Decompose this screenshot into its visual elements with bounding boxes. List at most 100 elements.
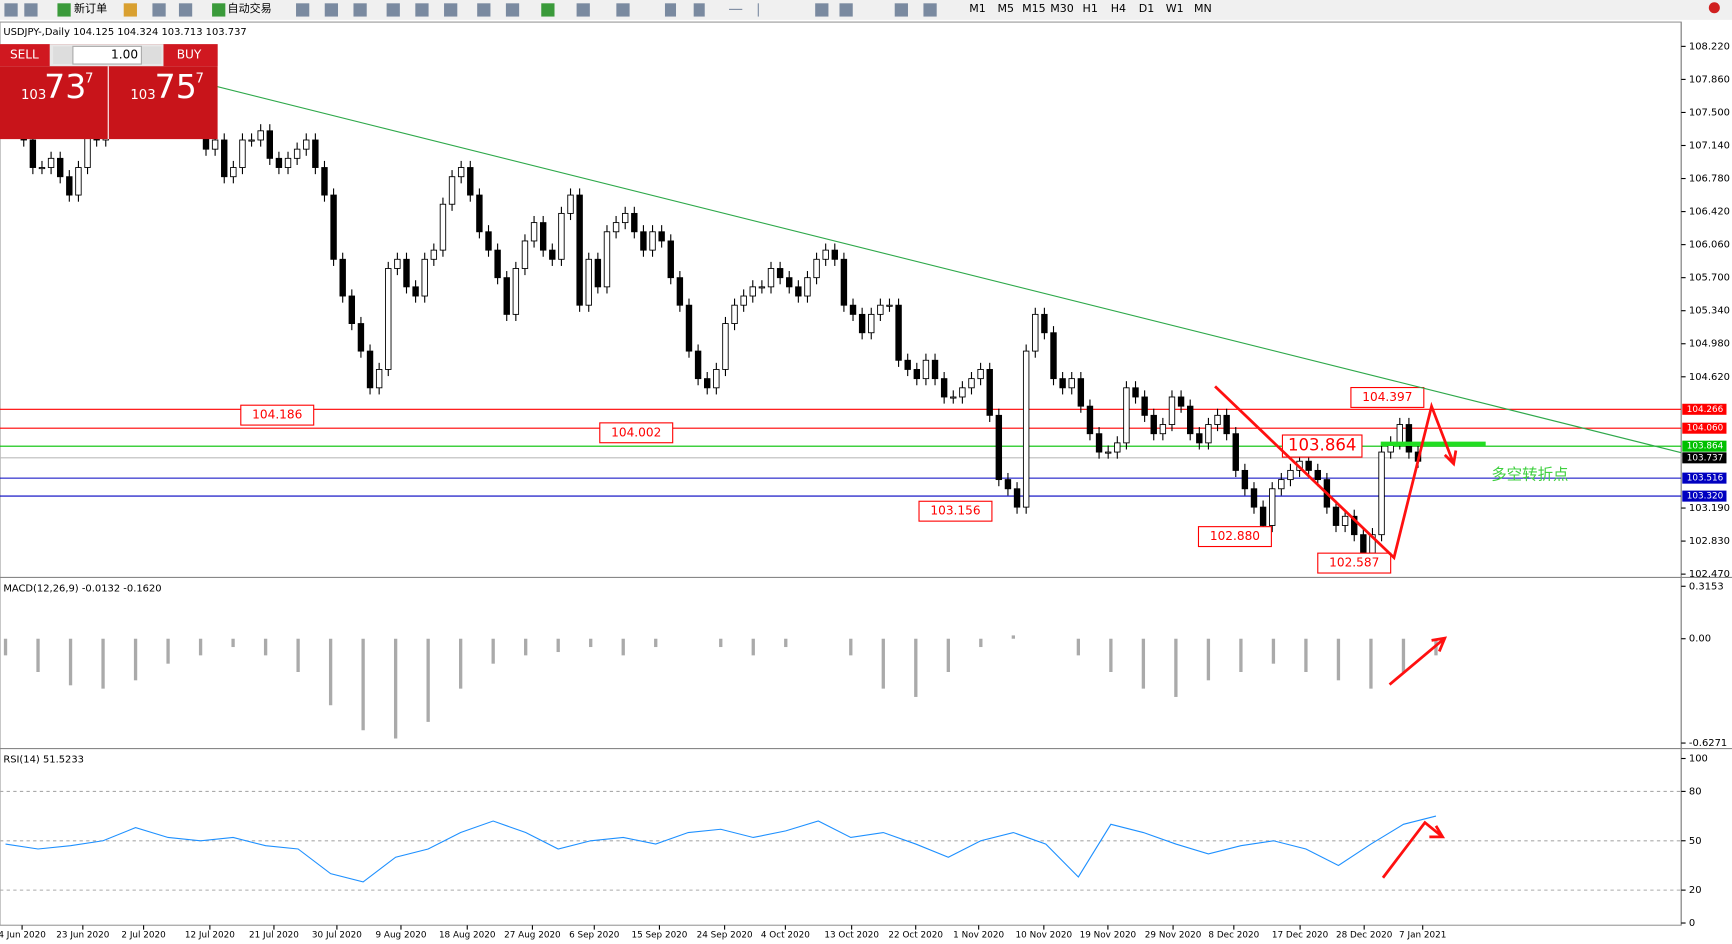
rsi-line bbox=[5, 815, 1437, 883]
annotation-box bbox=[918, 500, 993, 522]
candle bbox=[694, 350, 702, 380]
candle bbox=[1104, 451, 1112, 454]
candle bbox=[221, 139, 228, 178]
candle bbox=[1168, 396, 1176, 425]
candle bbox=[621, 212, 629, 224]
new-order[interactable]: 新订单 bbox=[74, 1, 107, 15]
candle bbox=[1050, 332, 1057, 380]
candle bbox=[731, 304, 738, 325]
candle bbox=[1059, 378, 1066, 389]
candle bbox=[211, 139, 219, 150]
candle bbox=[631, 212, 638, 233]
candle bbox=[594, 258, 602, 288]
y-tick-label: 0.3153 bbox=[1689, 581, 1724, 592]
x-tick-label: 17 Dec 2020 bbox=[1272, 931, 1329, 941]
annotation-box bbox=[1317, 552, 1392, 574]
candle bbox=[1205, 424, 1212, 444]
macd-title: MACD(12,26,9) -0.0132 -0.1620 bbox=[3, 583, 161, 594]
timeframe[interactable]: W1 bbox=[1166, 2, 1184, 15]
candle bbox=[421, 258, 428, 297]
trade-panel: SELL BUY 1.00 103 73 7 103 75 7 bbox=[0, 44, 218, 140]
candle bbox=[877, 304, 884, 315]
timeframe[interactable]: M15 bbox=[1022, 2, 1046, 15]
level-label: 103.737 bbox=[1687, 453, 1724, 463]
y-tick-label: 103.190 bbox=[1689, 503, 1730, 514]
candle bbox=[749, 286, 756, 297]
annotation: 102.880 bbox=[1210, 529, 1260, 543]
timeframe[interactable]: M30 bbox=[1050, 2, 1074, 15]
y-tick-label: 106.780 bbox=[1689, 174, 1730, 185]
candle bbox=[1305, 460, 1312, 471]
y-tick-label: 80 bbox=[1689, 786, 1702, 797]
y-tick-label: 108.220 bbox=[1689, 41, 1730, 52]
timeframe[interactable]: H4 bbox=[1111, 2, 1126, 15]
y-tick-label: 0.00 bbox=[1689, 634, 1711, 645]
candle bbox=[1086, 405, 1094, 435]
candle bbox=[385, 268, 392, 370]
x-tick-label: 6 Sep 2020 bbox=[569, 931, 620, 941]
x-tick-label: 4 Jun 2020 bbox=[0, 931, 46, 941]
timeframe[interactable]: M1 bbox=[969, 2, 986, 15]
y-tick-label: 104.620 bbox=[1689, 372, 1730, 383]
candle bbox=[485, 231, 492, 251]
candle bbox=[1186, 405, 1194, 435]
candle bbox=[685, 304, 693, 352]
candle bbox=[539, 222, 547, 251]
candle bbox=[439, 203, 447, 251]
candle bbox=[968, 378, 975, 389]
annotation-box bbox=[1197, 526, 1272, 548]
level-label: 103.320 bbox=[1687, 492, 1724, 502]
y-tick-label: 105.340 bbox=[1689, 306, 1730, 317]
sell-label[interactable]: SELL bbox=[10, 48, 39, 62]
candle bbox=[29, 139, 37, 168]
candle bbox=[1032, 313, 1039, 352]
candle bbox=[1150, 414, 1157, 435]
candle bbox=[795, 286, 802, 297]
candle bbox=[786, 277, 793, 288]
candle bbox=[1360, 534, 1367, 554]
candle bbox=[403, 258, 410, 288]
buy-button[interactable] bbox=[163, 44, 218, 67]
sell-button[interactable] bbox=[0, 44, 50, 67]
x-tick-label: 21 Jul 2020 bbox=[249, 931, 299, 941]
candle bbox=[1332, 506, 1340, 526]
candle bbox=[1013, 488, 1021, 508]
timeframe[interactable]: D1 bbox=[1139, 2, 1155, 15]
sell-price: 73 bbox=[44, 67, 86, 106]
candle bbox=[476, 194, 483, 233]
buy-price: 75 bbox=[155, 67, 197, 106]
timeframe[interactable]: M5 bbox=[997, 2, 1014, 15]
candle bbox=[849, 304, 857, 315]
level-label: 104.266 bbox=[1687, 405, 1724, 415]
candle bbox=[366, 350, 374, 389]
candle bbox=[1269, 488, 1276, 526]
y-tick-label: 106.420 bbox=[1689, 207, 1730, 218]
x-tick-label: 27 Aug 2020 bbox=[504, 931, 561, 941]
x-tick-label: 4 Oct 2020 bbox=[761, 931, 810, 941]
candle bbox=[804, 277, 811, 297]
candle bbox=[1123, 387, 1130, 444]
y-tick-label: 107.860 bbox=[1689, 74, 1730, 85]
candle bbox=[348, 295, 356, 325]
y-tick-label: 107.140 bbox=[1689, 140, 1730, 151]
candle bbox=[75, 167, 82, 196]
x-tick-label: 13 Oct 2020 bbox=[824, 931, 879, 941]
lots[interactable]: 1.00 bbox=[111, 48, 138, 62]
x-tick-label: 12 Jul 2020 bbox=[185, 931, 235, 941]
candle bbox=[375, 369, 383, 389]
candle bbox=[230, 167, 237, 178]
timeframe[interactable]: MN bbox=[1194, 2, 1212, 15]
candle bbox=[1259, 506, 1267, 526]
candle bbox=[640, 231, 647, 251]
buy-pip: 7 bbox=[196, 71, 204, 86]
candle bbox=[239, 139, 246, 168]
candle bbox=[1159, 424, 1167, 435]
buy-label[interactable]: BUY bbox=[177, 48, 202, 62]
candle bbox=[1214, 414, 1221, 425]
candle bbox=[357, 323, 365, 352]
x-tick-label: 1 Nov 2020 bbox=[953, 931, 1004, 941]
auto-trade[interactable]: 自动交易 bbox=[228, 1, 272, 15]
chart-area bbox=[0, 21, 1682, 926]
timeframe[interactable]: H1 bbox=[1083, 2, 1098, 15]
